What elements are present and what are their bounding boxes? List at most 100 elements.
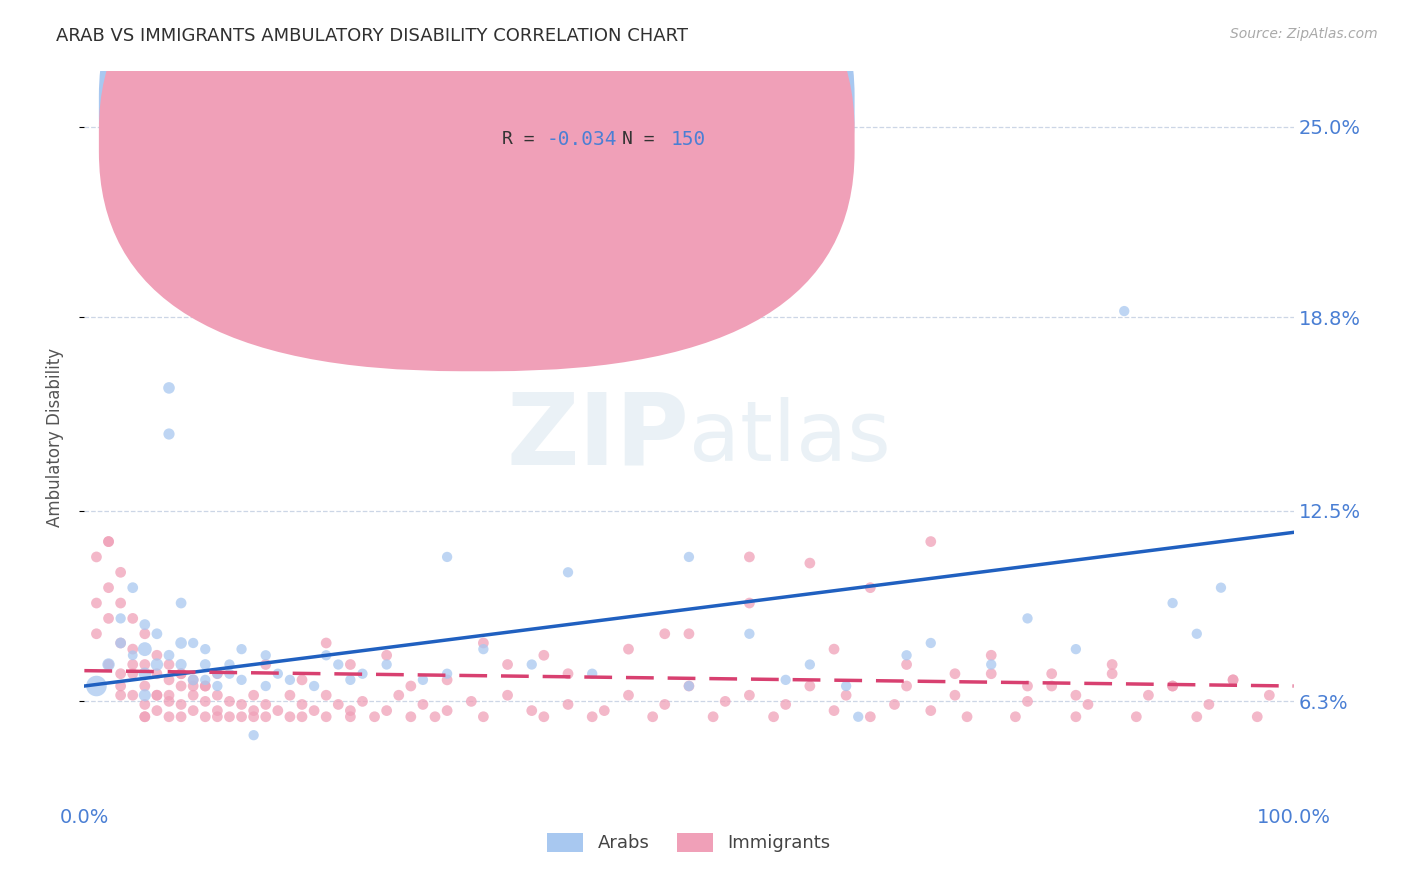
Text: ARAB VS IMMIGRANTS AMBULATORY DISABILITY CORRELATION CHART: ARAB VS IMMIGRANTS AMBULATORY DISABILITY… bbox=[56, 27, 689, 45]
Point bbox=[412, 673, 434, 687]
Point bbox=[194, 679, 217, 693]
FancyBboxPatch shape bbox=[98, 0, 855, 337]
Point bbox=[146, 688, 169, 702]
Point bbox=[194, 679, 217, 693]
Point bbox=[181, 636, 204, 650]
Point bbox=[896, 657, 918, 672]
Point bbox=[134, 710, 156, 724]
Point bbox=[678, 549, 700, 564]
Point bbox=[846, 710, 869, 724]
Point bbox=[194, 642, 217, 657]
Point bbox=[1040, 666, 1063, 681]
Point bbox=[1077, 698, 1099, 712]
Point bbox=[157, 648, 180, 663]
Point bbox=[436, 673, 458, 687]
Point bbox=[302, 704, 325, 718]
Point bbox=[943, 688, 966, 702]
Point bbox=[170, 698, 193, 712]
Point bbox=[146, 688, 169, 702]
Text: 0.255: 0.255 bbox=[550, 95, 609, 114]
Point bbox=[436, 666, 458, 681]
Point bbox=[702, 710, 724, 724]
Point bbox=[134, 679, 156, 693]
Point bbox=[254, 679, 277, 693]
Point bbox=[533, 648, 555, 663]
Point bbox=[1137, 688, 1160, 702]
Point bbox=[617, 642, 640, 657]
Point bbox=[1064, 710, 1087, 724]
Point bbox=[678, 679, 700, 693]
Point bbox=[363, 710, 385, 724]
Point bbox=[823, 642, 845, 657]
Point bbox=[472, 710, 495, 724]
Point bbox=[1101, 657, 1123, 672]
Point bbox=[231, 710, 253, 724]
Point bbox=[242, 728, 264, 742]
Point bbox=[134, 617, 156, 632]
Point bbox=[920, 636, 942, 650]
Point bbox=[291, 698, 314, 712]
Point bbox=[835, 679, 858, 693]
Point bbox=[134, 710, 156, 724]
Point bbox=[134, 698, 156, 712]
Text: -0.034: -0.034 bbox=[547, 130, 617, 149]
Point bbox=[1198, 698, 1220, 712]
Point bbox=[254, 648, 277, 663]
Point bbox=[278, 710, 301, 724]
Point bbox=[146, 704, 169, 718]
Point bbox=[97, 657, 120, 672]
Point bbox=[496, 657, 519, 672]
Point bbox=[254, 657, 277, 672]
Point bbox=[315, 688, 337, 702]
Point bbox=[181, 673, 204, 687]
Point bbox=[339, 673, 361, 687]
Point bbox=[581, 666, 603, 681]
Point bbox=[121, 688, 143, 702]
Point bbox=[775, 673, 797, 687]
Point bbox=[1161, 596, 1184, 610]
Point bbox=[242, 704, 264, 718]
Point bbox=[859, 710, 882, 724]
Point bbox=[194, 694, 217, 708]
Point bbox=[1004, 710, 1026, 724]
Text: 63: 63 bbox=[671, 95, 695, 114]
Point bbox=[980, 657, 1002, 672]
Point bbox=[520, 704, 543, 718]
Point bbox=[1114, 304, 1136, 318]
Point bbox=[678, 679, 700, 693]
Point bbox=[134, 642, 156, 657]
Point bbox=[218, 710, 240, 724]
Point bbox=[134, 657, 156, 672]
Point bbox=[134, 688, 156, 702]
Point bbox=[278, 673, 301, 687]
Point bbox=[110, 611, 132, 625]
Point bbox=[1017, 694, 1039, 708]
Point bbox=[231, 673, 253, 687]
Point bbox=[134, 627, 156, 641]
Point bbox=[146, 666, 169, 681]
Point bbox=[557, 666, 579, 681]
Text: ZIP: ZIP bbox=[506, 389, 689, 485]
Point bbox=[121, 642, 143, 657]
Point bbox=[436, 704, 458, 718]
Point bbox=[835, 688, 858, 702]
Point bbox=[738, 627, 761, 641]
Point bbox=[170, 666, 193, 681]
Point bbox=[352, 694, 374, 708]
Point bbox=[207, 679, 229, 693]
Point bbox=[242, 710, 264, 724]
Point bbox=[157, 657, 180, 672]
Point bbox=[121, 657, 143, 672]
Point bbox=[896, 648, 918, 663]
Point bbox=[207, 688, 229, 702]
Point bbox=[267, 666, 290, 681]
Point bbox=[460, 694, 482, 708]
Point bbox=[799, 657, 821, 672]
Point bbox=[980, 666, 1002, 681]
Point bbox=[315, 710, 337, 724]
Point bbox=[254, 698, 277, 712]
Point bbox=[496, 688, 519, 702]
Point bbox=[412, 698, 434, 712]
Point bbox=[157, 673, 180, 687]
Point bbox=[1161, 679, 1184, 693]
